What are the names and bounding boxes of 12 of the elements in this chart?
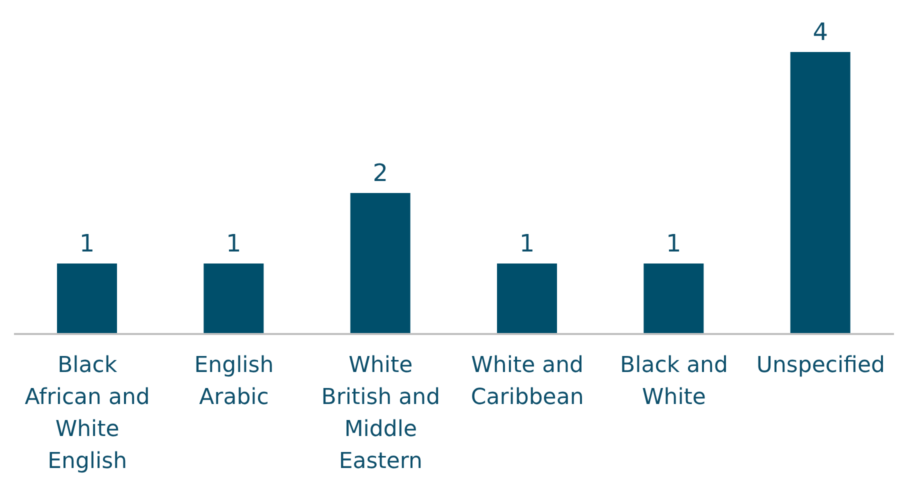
data-label: 2 [372, 159, 388, 187]
x-tick-label: English Arabic [194, 353, 274, 410]
data-label: 1 [79, 230, 95, 258]
x-tick-label: Unspecified [756, 353, 885, 378]
x-tick-label: Black African and White English [24, 353, 150, 474]
data-label: 1 [226, 230, 242, 258]
data-label: 1 [666, 230, 682, 258]
x-tick-label: White and Caribbean [470, 353, 584, 410]
x-tick-label: Black and White [620, 353, 728, 410]
data-label: 1 [519, 230, 535, 258]
data-label: 4 [812, 18, 828, 46]
x-tick-label: White British and Middle Eastern [321, 353, 440, 474]
